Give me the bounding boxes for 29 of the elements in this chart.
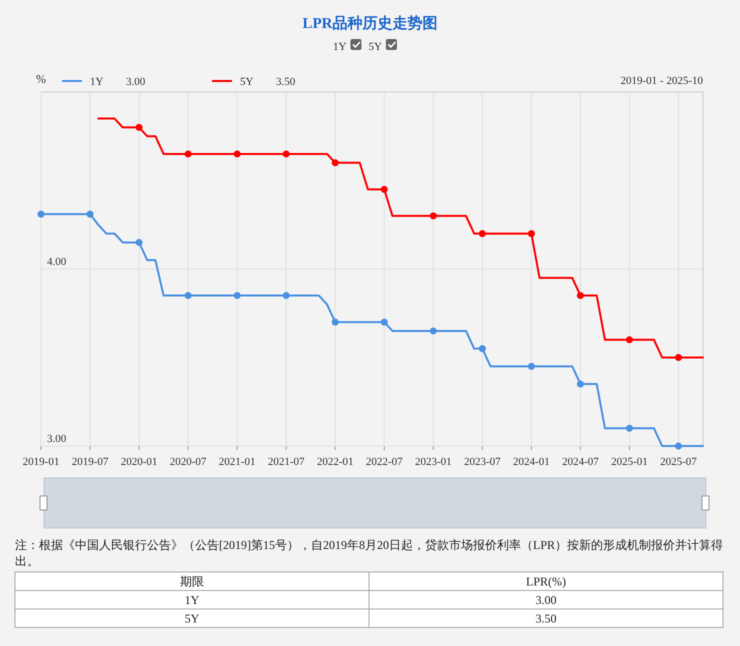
- text: 3.50: [536, 612, 556, 626]
- x-tick-label: 2019-01: [22, 456, 60, 468]
- text: 2019-01 - 2025-10: [620, 75, 704, 87]
- x-tick-label: 2020-07: [170, 456, 207, 468]
- text: 1Y: [184, 593, 200, 607]
- text: 5Y: [368, 41, 382, 53]
- x-tick-label: 2020-01: [120, 456, 158, 468]
- x-tick-label: 2019-07: [72, 456, 109, 468]
- text: 1Y: [333, 41, 346, 53]
- x-tick-label: 2025-01: [611, 456, 648, 468]
- legend-label: 5Y: [240, 76, 254, 88]
- text: 5Y: [184, 612, 200, 626]
- x-tick-label: 2022-01: [316, 456, 354, 468]
- text: 期限: [180, 574, 204, 588]
- x-tick-label: 2022-07: [366, 456, 404, 468]
- x-tick-label: 2021-01: [218, 456, 256, 468]
- chart-title: LPR品种历史走势图: [302, 15, 438, 32]
- x-tick-label: 2024-01: [513, 456, 550, 468]
- text: 注：根据《中国人民银行公告》（公告[2019]第15号），自2019年8月20日起，贷款市场报价利率（LPR）按新的形成机制报价并计算得出。: [15, 537, 724, 569]
- x-tick-label: 2023-01: [414, 456, 452, 468]
- legend-label: 1Y: [90, 76, 104, 88]
- x-tick-label: 2025-07: [660, 456, 698, 468]
- x-tick-label: 2023-07: [464, 456, 502, 468]
- x-tick-label: 2021-07: [268, 456, 306, 468]
- x-tick-label: 2024-07: [562, 456, 600, 468]
- text: LPR(%): [526, 574, 566, 588]
- y-axis-title: %: [36, 72, 46, 86]
- text: 3.00: [536, 593, 556, 607]
- y-tick-label: 4.00: [47, 256, 67, 268]
